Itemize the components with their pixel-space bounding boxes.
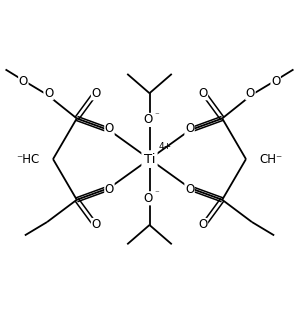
Text: O: O bbox=[185, 183, 194, 196]
Text: O: O bbox=[198, 87, 208, 100]
Text: O: O bbox=[44, 87, 53, 100]
Text: O: O bbox=[105, 122, 114, 135]
Text: Ti: Ti bbox=[144, 153, 155, 166]
Text: ⁻: ⁻ bbox=[155, 111, 159, 120]
Text: ⁻: ⁻ bbox=[155, 189, 159, 198]
Text: O: O bbox=[19, 75, 28, 88]
Text: O: O bbox=[105, 183, 114, 196]
Text: O: O bbox=[198, 218, 208, 232]
Text: O: O bbox=[144, 114, 153, 127]
Text: CH⁻: CH⁻ bbox=[259, 153, 283, 166]
Text: ⁻HC: ⁻HC bbox=[16, 153, 40, 166]
Text: O: O bbox=[91, 87, 101, 100]
Text: 4+: 4+ bbox=[158, 142, 172, 151]
Text: O: O bbox=[144, 192, 153, 205]
Text: O: O bbox=[91, 218, 101, 232]
Text: O: O bbox=[271, 75, 280, 88]
Text: O: O bbox=[185, 122, 194, 135]
Text: O: O bbox=[246, 87, 255, 100]
